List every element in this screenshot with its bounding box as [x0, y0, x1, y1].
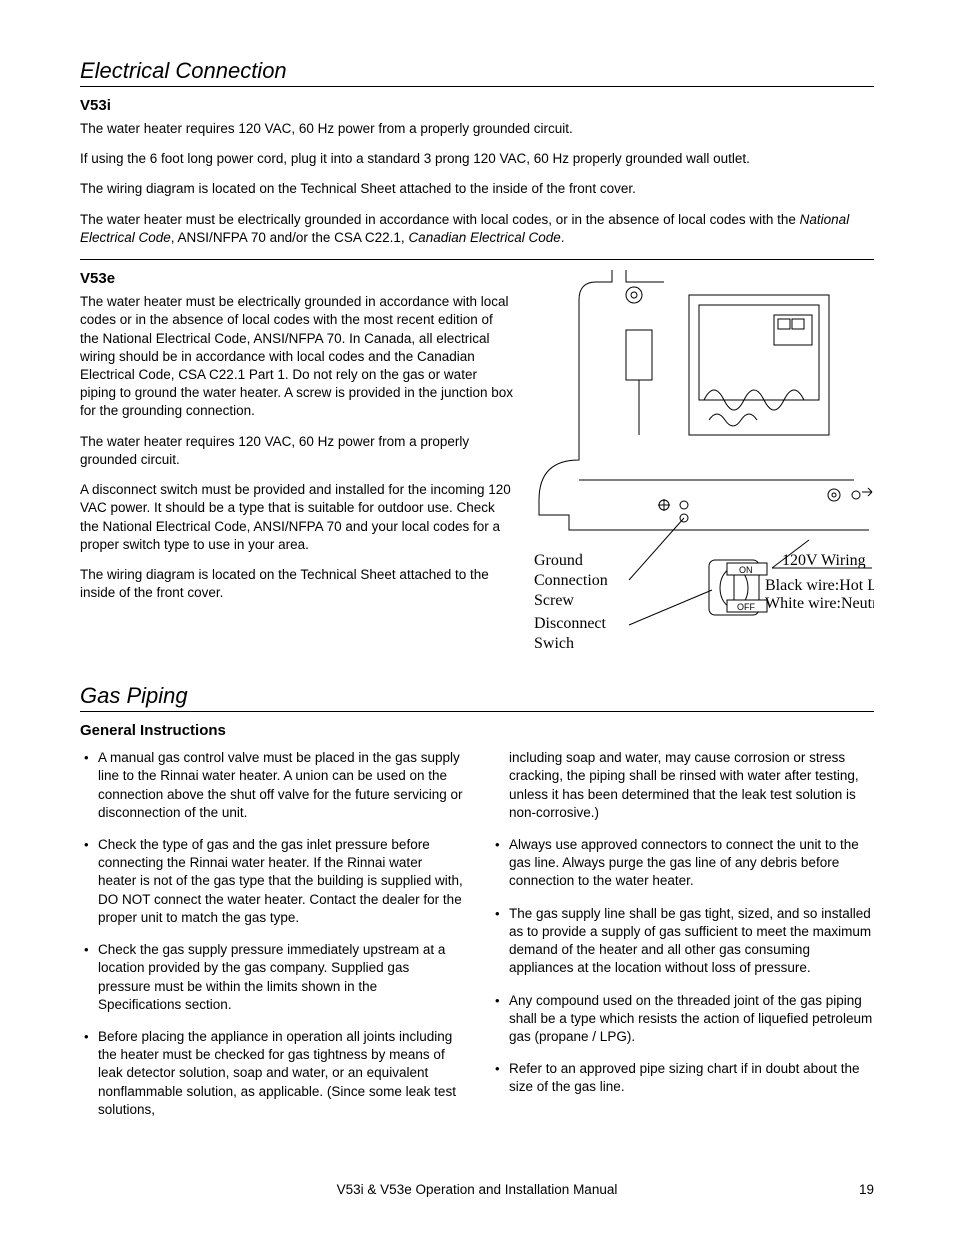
electrical-section-title: Electrical Connection: [80, 58, 874, 87]
v53i-p4: The water heater must be electrically gr…: [80, 211, 874, 247]
v53i-p2: If using the 6 foot long power cord, plu…: [80, 150, 874, 168]
diagram-label-connection: Connection: [534, 572, 608, 589]
v53i-p4b: , ANSI/NFPA 70 and/or the CSA C22.1,: [171, 230, 409, 245]
v53i-p4-italic2: Canadian Electrical Code: [408, 230, 560, 245]
v53i-p1: The water heater requires 120 VAC, 60 Hz…: [80, 120, 874, 138]
v53i-p4c: .: [561, 230, 565, 245]
gas-right-b4: Refer to an approved pipe sizing chart i…: [491, 1060, 874, 1096]
gas-left-b4: Before placing the appliance in operatio…: [80, 1028, 463, 1119]
diagram-label-switch: Swich: [534, 635, 574, 652]
diagram-label-disconnect: Disconnect: [534, 615, 607, 632]
v53i-p3: The wiring diagram is located on the Tec…: [80, 180, 874, 198]
gas-right-cont: including soap and water, may cause corr…: [491, 749, 874, 822]
diagram-label-black: Black wire:Hot Leg: [765, 577, 874, 594]
v53e-p4: The wiring diagram is located on the Tec…: [80, 566, 514, 602]
diagram-label-120v: 120V Wiring: [782, 552, 866, 569]
gas-right-b3: Any compound used on the threaded joint …: [491, 992, 874, 1047]
footer-text: V53i & V53e Operation and Installation M…: [80, 1182, 874, 1197]
divider: [80, 259, 874, 260]
gas-section-title: Gas Piping: [80, 683, 874, 712]
v53e-p3: A disconnect switch must be provided and…: [80, 481, 514, 554]
v53e-p1: The water heater must be electrically gr…: [80, 293, 514, 421]
diagram-label-on: ON: [739, 565, 753, 575]
gas-general-heading: General Instructions: [80, 722, 874, 739]
v53i-heading: V53i: [80, 97, 874, 114]
gas-left-b2: Check the type of gas and the gas inlet …: [80, 836, 463, 927]
gas-right-b2: The gas supply line shall be gas tight, …: [491, 905, 874, 978]
gas-left-b1: A manual gas control valve must be place…: [80, 749, 463, 822]
v53e-p2: The water heater requires 120 VAC, 60 Hz…: [80, 433, 514, 469]
gas-left-b3: Check the gas supply pressure immediatel…: [80, 941, 463, 1014]
wiring-diagram: Ground Connection Screw Disconnect Swich…: [534, 270, 874, 660]
diagram-label-ground: Ground: [534, 552, 583, 569]
gas-right-b1: Always use approved connectors to connec…: [491, 836, 874, 891]
diagram-label-screw: Screw: [534, 592, 574, 609]
v53e-heading: V53e: [80, 270, 514, 287]
diagram-label-off: OFF: [737, 602, 755, 612]
diagram-label-white: White wire:Neutral: [765, 595, 874, 612]
v53i-p4a: The water heater must be electrically gr…: [80, 212, 800, 227]
page-number: 19: [859, 1182, 874, 1197]
